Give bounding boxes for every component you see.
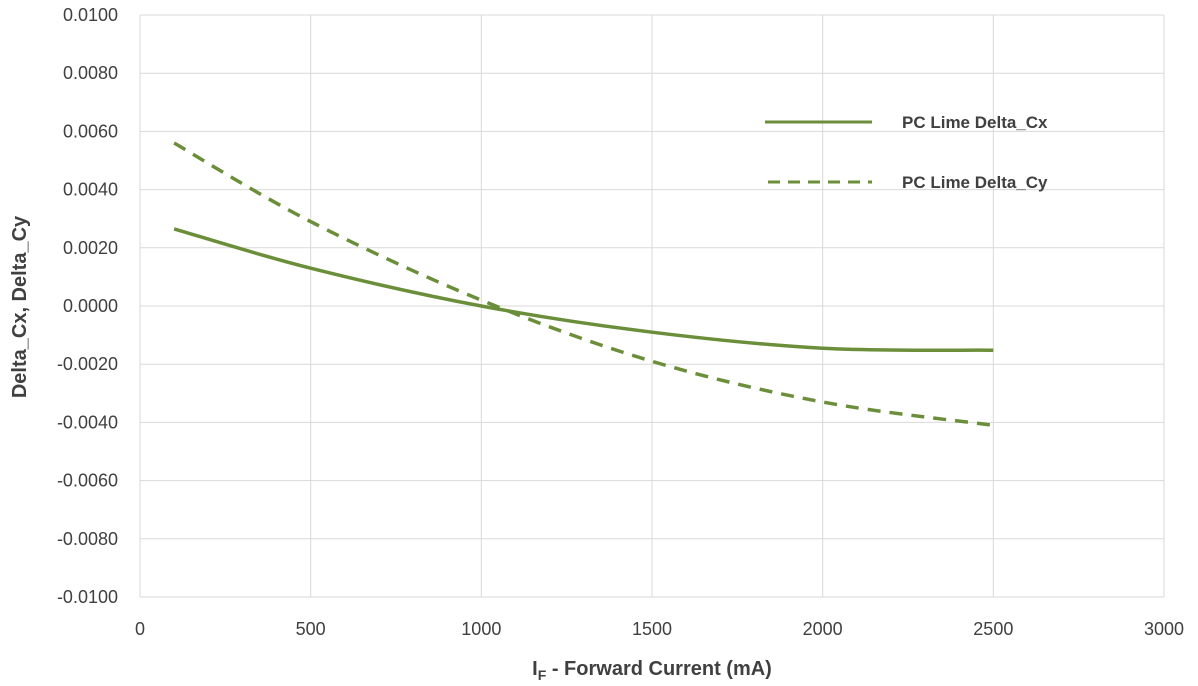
series-line-delta-cy — [173, 141, 994, 428]
x-tick-label: 0 — [135, 619, 145, 639]
gridlines — [139, 14, 1165, 598]
y-tick-label: 0.0080 — [63, 63, 118, 83]
y-tick-label: 0.0040 — [63, 180, 118, 200]
y-tick-label: -0.0100 — [57, 587, 118, 607]
y-axis-ticks: 0.0100 0.0080 0.0060 0.0040 0.0020 0.0000 -0.0… — [57, 5, 118, 607]
x-tick-label: 1500 — [632, 619, 672, 639]
x-tick-label: 2000 — [803, 619, 843, 639]
y-tick-label: 0.0060 — [63, 121, 118, 141]
y-tick-label: -0.0020 — [57, 354, 118, 374]
series-lines — [173, 141, 994, 428]
y-axis-title: Delta_Cx, Delta_Cy — [9, 215, 31, 398]
y-tick-label: -0.0040 — [57, 412, 118, 432]
x-tick-label: 3000 — [1144, 619, 1184, 639]
x-axis-title-main: I — [532, 658, 538, 680]
series-line-delta-cx — [173, 227, 994, 352]
y-tick-label: 0.0000 — [63, 296, 118, 316]
legend-label-cx: PC Lime Delta_Cx — [902, 113, 1048, 132]
x-axis-title: IF - Forward Current (mA) — [532, 658, 772, 683]
x-tick-label: 500 — [296, 619, 326, 639]
y-tick-label: 0.0020 — [63, 238, 118, 258]
x-axis-ticks: 0 500 1000 1500 2000 2500 3000 — [135, 619, 1184, 639]
x-tick-label: 1000 — [461, 619, 501, 639]
x-axis-title-sub: F — [538, 667, 547, 683]
y-tick-label: -0.0080 — [57, 529, 118, 549]
y-tick-label: -0.0060 — [57, 471, 118, 491]
y-tick-label: 0.0100 — [63, 5, 118, 25]
x-axis-title-rest: - Forward Current (mA) — [546, 658, 772, 680]
x-tick-label: 2500 — [973, 619, 1013, 639]
legend-label-cy: PC Lime Delta_Cy — [902, 173, 1048, 192]
legend: PC Lime Delta_Cx PC Lime Delta_Cy — [765, 113, 1048, 192]
